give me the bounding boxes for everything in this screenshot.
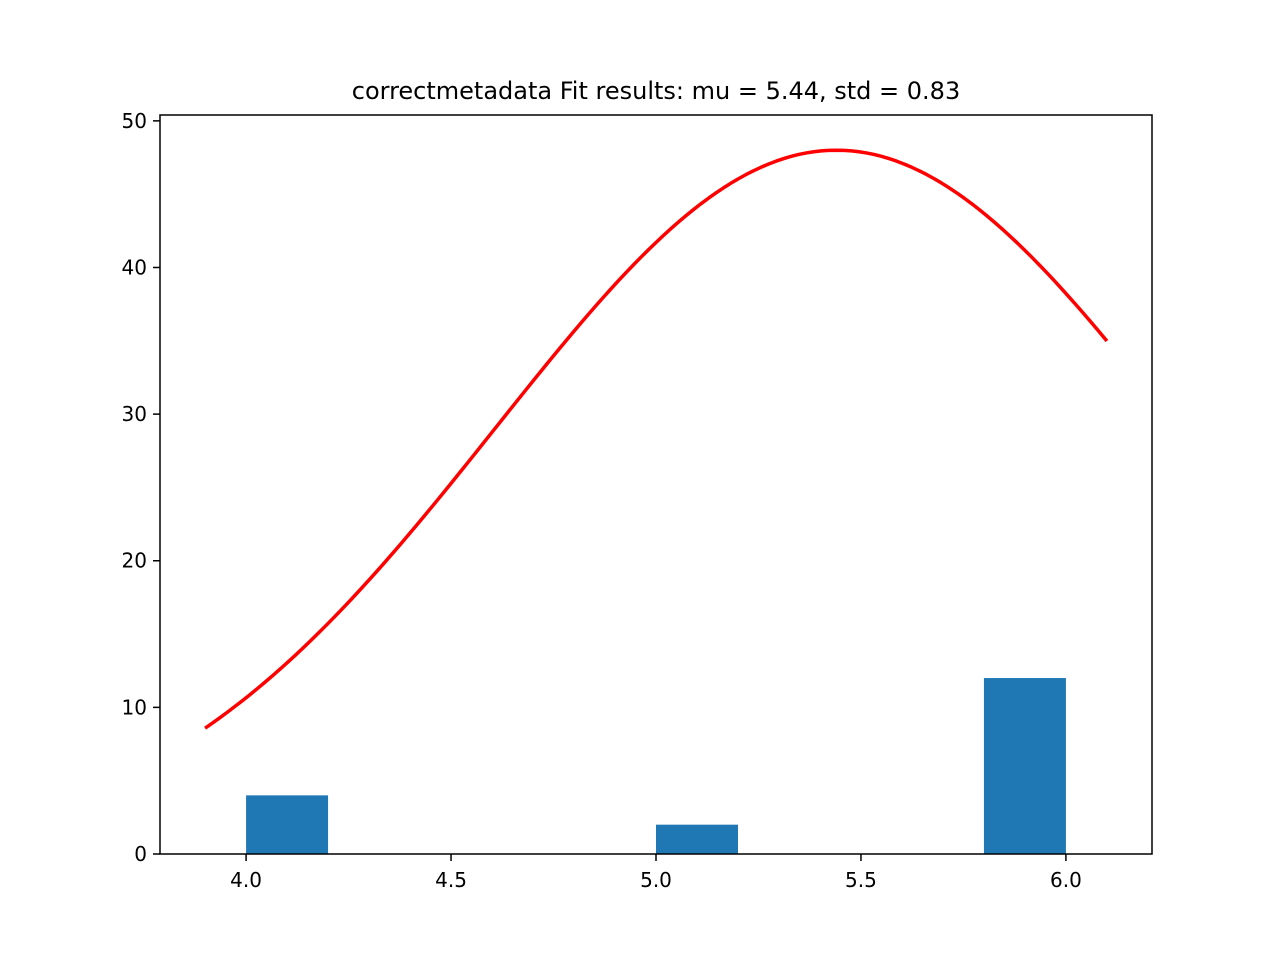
y-tick-label-3: 30 bbox=[122, 402, 147, 426]
y-tick-label-4: 40 bbox=[122, 255, 147, 279]
histogram-bar-5 bbox=[656, 824, 738, 854]
histogram-bar-0 bbox=[246, 795, 329, 854]
histogram-bars bbox=[246, 678, 1066, 854]
x-tick-label-4: 6.0 bbox=[1050, 868, 1082, 892]
y-tick-label-0: 0 bbox=[134, 842, 147, 866]
x-tick-label-3: 5.5 bbox=[845, 868, 877, 892]
y-axis: 0 10 20 30 40 50 bbox=[122, 109, 160, 866]
y-tick-label-1: 10 bbox=[122, 695, 147, 719]
chart-title: correctmetadata Fit results: mu = 5.44, … bbox=[352, 77, 960, 105]
x-tick-label-1: 4.5 bbox=[435, 868, 467, 892]
y-tick-label-2: 20 bbox=[122, 549, 147, 573]
fit-curve-group bbox=[204, 148, 1109, 730]
x-tick-label-2: 5.0 bbox=[640, 868, 672, 892]
histogram-bar-9 bbox=[983, 678, 1066, 854]
x-axis: 4.0 4.5 5.0 5.5 6.0 bbox=[230, 854, 1082, 892]
y-tick-label-5: 50 bbox=[122, 109, 147, 133]
fit-curve-line bbox=[204, 148, 1109, 730]
x-tick-label-0: 4.0 bbox=[230, 868, 262, 892]
